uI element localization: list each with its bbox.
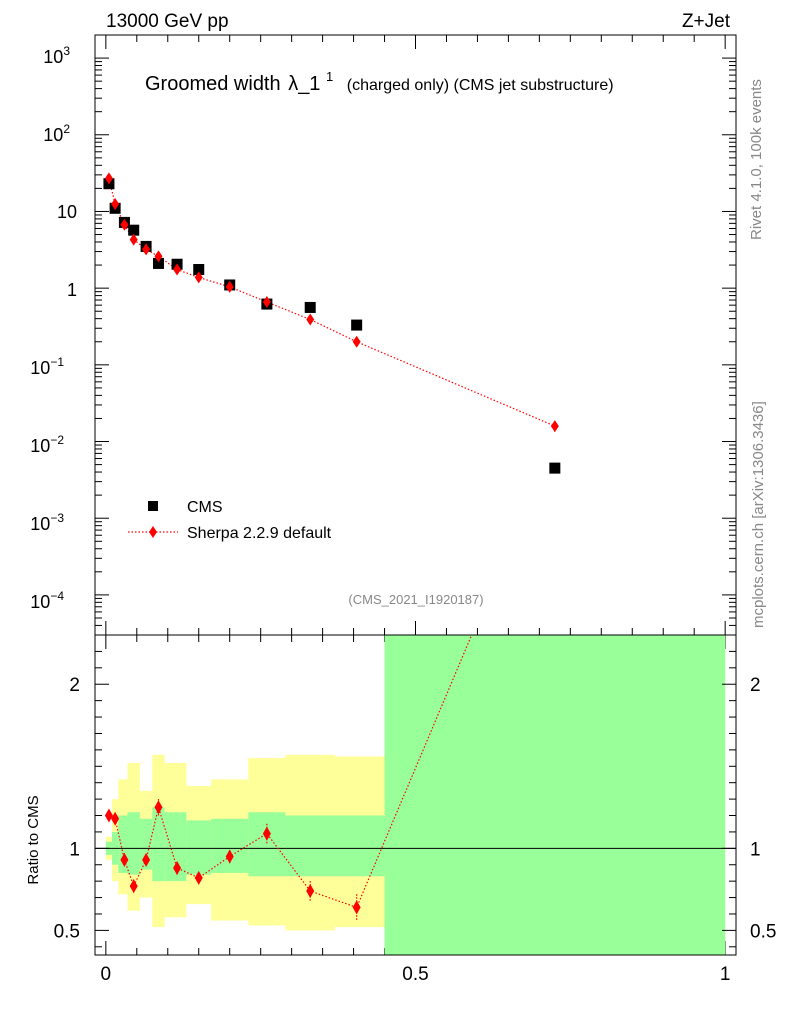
ratio-ytick-label-left: 2 bbox=[69, 675, 80, 696]
ratio-panel bbox=[95, 635, 736, 955]
cms-point bbox=[549, 462, 561, 474]
band-inner bbox=[248, 812, 286, 877]
main-frame bbox=[94, 34, 737, 636]
ratio-series bbox=[104, 635, 473, 921]
mc-point bbox=[120, 218, 129, 231]
energy-label: 13000 GeV pp bbox=[106, 11, 229, 32]
band-inner bbox=[164, 812, 187, 882]
mc-point bbox=[262, 295, 271, 308]
mc-point bbox=[306, 313, 315, 326]
mc-line bbox=[108, 178, 556, 427]
band-inner bbox=[127, 812, 140, 875]
cms-point bbox=[304, 301, 316, 313]
ratio-point bbox=[306, 884, 315, 898]
main-panel bbox=[95, 34, 736, 636]
ratio-ytick-label-left: 1 bbox=[69, 839, 80, 860]
legend-marker-mc bbox=[149, 526, 157, 538]
ytick-label-1em4: 10−4 bbox=[30, 589, 64, 612]
ratio-point bbox=[120, 852, 129, 867]
cms-point bbox=[128, 224, 140, 236]
mc-point bbox=[154, 250, 163, 263]
band-inner bbox=[118, 815, 128, 873]
ytick-label-1e2: 102 bbox=[43, 122, 70, 145]
main-y-tick-labels: 103 102 10 1 10−1 10−2 10−3 10−4 bbox=[30, 44, 77, 612]
band-inner bbox=[285, 815, 335, 877]
ratio-tick-labels: 0.5 0.5 1 1 2 2 0 0.5 1 bbox=[54, 675, 777, 985]
plot-title-main: Groomed width bbox=[145, 73, 281, 95]
band-inner bbox=[152, 807, 165, 882]
band-inner bbox=[186, 820, 212, 875]
band-inner bbox=[384, 635, 726, 955]
ratio-point bbox=[225, 849, 234, 864]
ytick-label-1e1: 10 bbox=[57, 202, 77, 222]
ratio-point bbox=[129, 879, 138, 894]
xtick-label: 0 bbox=[101, 964, 112, 985]
ytick-label-1e3: 103 bbox=[43, 44, 70, 67]
band-inner bbox=[334, 815, 385, 877]
mc-point bbox=[129, 233, 138, 246]
mc-point bbox=[550, 420, 559, 433]
ratio-ytick-label-left: 0.5 bbox=[54, 921, 80, 942]
rivet-label: Rivet 4.1.0, 100k events bbox=[748, 79, 765, 240]
ytick-label-1em3: 10−3 bbox=[30, 511, 64, 534]
legend-label-mc: Sherpa 2.2.9 default bbox=[187, 525, 332, 542]
ratio-point bbox=[262, 826, 271, 841]
band-inner bbox=[211, 818, 249, 873]
ratio-frame bbox=[94, 634, 737, 956]
mc-point bbox=[111, 198, 120, 211]
ratio-point bbox=[352, 900, 361, 915]
ratio-point bbox=[111, 811, 120, 826]
ratio-point bbox=[104, 808, 113, 823]
mc-point bbox=[173, 263, 182, 276]
cms-point bbox=[152, 257, 164, 269]
ratio-point bbox=[142, 852, 151, 867]
ratio-point bbox=[173, 861, 182, 876]
ratio-point bbox=[154, 800, 163, 815]
plot-title: Groomed width λ_1 1 (charged only) (CMS … bbox=[145, 64, 614, 95]
cms-point bbox=[193, 264, 205, 276]
mc-point bbox=[142, 243, 151, 256]
xtick-label: 1 bbox=[720, 964, 731, 985]
mc-point bbox=[225, 280, 234, 293]
plot-title-sup: 1 bbox=[326, 69, 333, 84]
ratio-ytick-label-right: 0.5 bbox=[750, 921, 776, 942]
ratio-ytick-label-right: 1 bbox=[750, 839, 761, 860]
plot-title-symbol: λ_1 bbox=[288, 73, 320, 95]
ytick-label-1e0: 1 bbox=[67, 280, 77, 300]
mc-point bbox=[194, 271, 203, 284]
legend-label-cms: CMS bbox=[187, 499, 223, 516]
process-label: Z+Jet bbox=[682, 11, 731, 32]
cms-point bbox=[351, 319, 363, 331]
mc-point bbox=[104, 172, 113, 185]
plot-title-rest: (charged only) (CMS jet substructure) bbox=[347, 77, 614, 94]
xtick-label: 0.5 bbox=[402, 964, 428, 985]
band-inner bbox=[139, 818, 153, 870]
ratio-ylabel: Ratio to CMS bbox=[25, 795, 42, 884]
ytick-label-1em2: 10−2 bbox=[30, 433, 64, 456]
legend: CMS Sherpa 2.2.9 default bbox=[128, 499, 332, 542]
mcplots-label: mcplots.cern.ch [arXiv:1306.3436] bbox=[750, 401, 767, 628]
ratio-point bbox=[194, 870, 203, 885]
legend-marker-cms bbox=[148, 501, 158, 511]
mc-point bbox=[352, 335, 361, 348]
ytick-label-1em1: 10−1 bbox=[30, 355, 64, 378]
analysis-tag: (CMS_2021_I1920187) bbox=[348, 592, 483, 607]
ratio-ytick-label-right: 2 bbox=[750, 675, 761, 696]
